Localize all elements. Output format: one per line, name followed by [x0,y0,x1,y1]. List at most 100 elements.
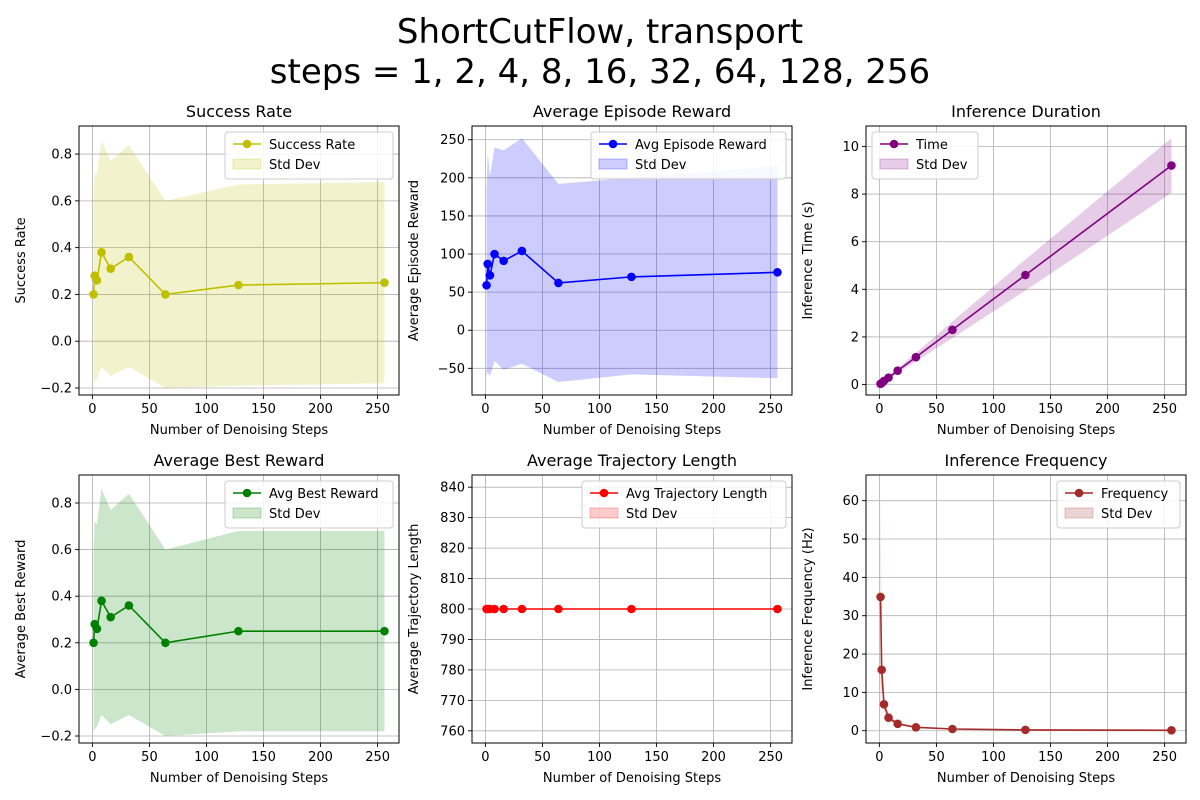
legend: Frequency Std Dev [1056,480,1181,529]
axes-frame [78,125,400,396]
y-tick-label: 4 [851,283,859,298]
x-tick-label: 250 [1152,750,1177,765]
subplots-grid: 0 50 100 150 200 250−0.20.00.20.40.60.8Succes… [14,102,1187,786]
data-point [1021,725,1030,735]
y-tick-label: 760 [440,724,465,739]
x-tick-label: 150 [1038,402,1063,417]
data-point [89,290,98,299]
y-tick-label: 830 [440,511,465,526]
std-dev-band [486,138,778,383]
x-tick-label: 50 [534,750,551,765]
data-point [877,665,886,675]
subplot-title: Inference Frequency [945,451,1108,470]
y-tick-label: 6 [851,235,859,250]
y-tick-label: 0.2 [51,288,72,303]
subplot-2: 0 50 100 150 200 250 −50 0 50 100 150 200 250 Average… [407,102,793,438]
y-tick-label: 40 [842,571,859,586]
y-tick-label: 60 [842,494,859,509]
y-tick-label: 0 [851,724,859,739]
data-point [517,246,527,256]
x-tick-label: 150 [1038,750,1063,765]
x-axis-label: Number of Denoising Steps [937,771,1115,786]
axes-frame [78,474,400,744]
x-tick-label: 50 [928,402,945,417]
y-tick-label: 800 [440,603,465,618]
data-point [89,638,98,648]
data-point [911,352,921,362]
legend: Time Std Dev [871,131,979,180]
std-dev-band [880,138,1172,385]
legend-band-swatch [598,158,628,170]
y-tick-label: 0.2 [51,636,72,651]
x-tick-label: 100 [194,402,219,417]
data-point [234,626,243,636]
axes-frame [865,125,1187,396]
x-tick-label: 200 [1095,750,1120,765]
axes-frame [471,125,793,396]
x-tick-label: 150 [644,750,669,765]
y-tick-label: 840 [440,481,465,496]
legend: Avg Episode Reward Std Dev [590,131,787,180]
x-axis-label: Number of Denoising Steps [543,771,721,786]
legend-marker [242,488,252,498]
y-tick-label: 50 [448,286,465,301]
data-point [627,604,636,614]
std-dev-band [93,140,385,388]
y-tick-label: 790 [440,633,465,648]
x-tick-label: 200 [701,750,726,765]
figure-title-line2: steps = 1, 2, 4, 8, 16, 32, 64, 128, 256 [270,52,930,92]
y-tick-label: 780 [440,663,465,678]
x-tick-label: 0 [88,750,96,765]
data-point [106,264,115,273]
data-point [161,638,170,648]
data-point [124,601,134,610]
x-tick-label: 200 [308,750,333,765]
data-point [483,259,492,269]
series-line [879,596,1172,732]
subplot-title: Success Rate [186,102,292,121]
y-tick-label: 0.4 [51,241,72,256]
y-tick-label: 0.0 [51,683,72,698]
data-point [948,724,957,734]
subplot-title: Average Trajectory Length [527,451,737,470]
data-point [490,249,499,259]
legend-band-swatch [1064,507,1094,519]
y-tick-label: 0.8 [51,496,72,511]
subplot-title: Average Episode Reward [533,102,731,121]
x-tick-label: 150 [251,402,276,417]
legend-label-std: Std Dev [635,158,687,173]
legend-label-std: Std Dev [269,158,321,173]
data-point [879,699,889,709]
x-tick-label: 0 [88,402,96,417]
data-point [1167,726,1176,735]
data-point [124,252,134,262]
legend: Avg Trajectory Length Std Dev [581,480,787,529]
x-tick-label: 100 [194,750,219,765]
x-tick-label: 150 [644,402,669,417]
data-point [876,592,885,602]
x-axis-label: Number of Denoising Steps [150,423,328,438]
y-axis-label: Inference Frequency (Hz) [801,527,816,690]
x-tick-label: 200 [1095,402,1120,417]
data-point [627,272,636,282]
y-tick-label: 0.6 [51,543,72,558]
subplot-5: 0 50 100 150 200 250 760 770 780 790 800 810 820 830 8… [407,451,793,786]
data-point [234,280,243,290]
y-tick-label: 150 [440,209,465,224]
data-point [1021,270,1030,280]
y-tick-label: 0.4 [51,590,72,605]
subplot-1: 0 50 100 150 200 250 −0.2 0.0 0.2 0.4 0.6 0.8 Succes… [14,102,400,438]
legend-label-series: Avg Best Reward [269,487,379,502]
legend-band-swatch [879,158,909,170]
data-point [482,280,491,290]
legend-label-std: Std Dev [269,507,321,522]
x-tick-label: 250 [758,402,783,417]
data-point [92,624,102,634]
y-tick-label: 250 [440,133,465,148]
legend-label-std: Std Dev [1101,507,1153,522]
y-tick-label: 10 [842,140,859,155]
x-tick-label: 0 [481,402,489,417]
data-point [773,604,782,614]
data-point [499,256,508,266]
